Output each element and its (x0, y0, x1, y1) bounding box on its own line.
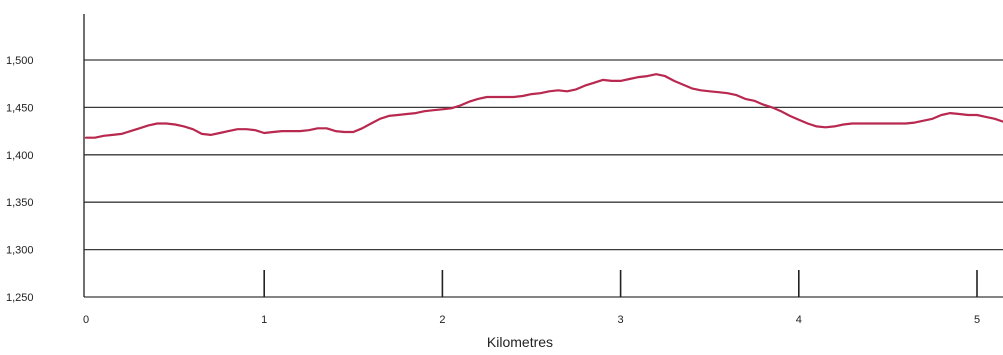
y-axis-ticks: 1,250 1,300 1,350 1,400 1,450 1,500 (6, 55, 34, 304)
x-tick-label: 0 (83, 314, 89, 326)
gridlines (84, 59, 1003, 298)
x-axis-ticks: 0 1 2 3 4 5 (83, 270, 980, 326)
x-tick-label: 3 (618, 314, 624, 326)
y-tick-label: 1,250 (6, 292, 34, 304)
elevation-line (84, 73, 1003, 139)
y-tick-label: 1,500 (6, 55, 34, 67)
x-tick-label: 1 (261, 314, 267, 326)
y-tick-label: 1,300 (6, 245, 34, 257)
x-tick-label: 2 (439, 314, 445, 326)
x-tick-label: 4 (796, 314, 802, 326)
y-tick-label: 1,450 (6, 102, 34, 114)
series-layer (84, 73, 1003, 139)
x-tick-label: 5 (974, 314, 980, 326)
y-tick-label: 1,400 (6, 150, 34, 162)
y-tick-label: 1,350 (6, 197, 34, 209)
x-axis-label: Kilometres (487, 334, 553, 350)
